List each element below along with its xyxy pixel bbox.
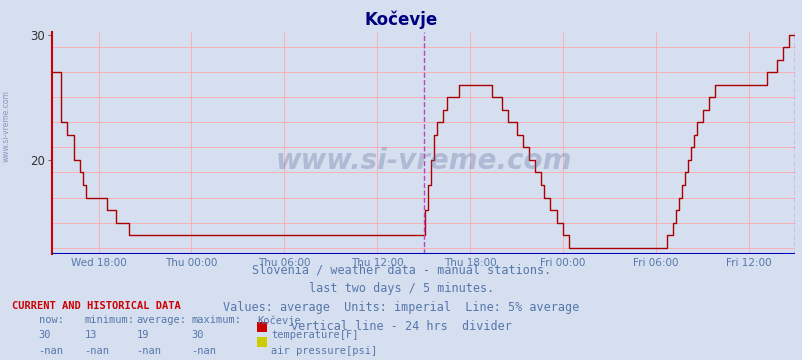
Text: -nan: -nan	[84, 346, 109, 356]
Text: -nan: -nan	[38, 346, 63, 356]
Text: Kočevje: Kočevje	[257, 315, 300, 325]
Text: www.si-vreme.com: www.si-vreme.com	[275, 147, 571, 175]
Text: last two days / 5 minutes.: last two days / 5 minutes.	[309, 282, 493, 295]
Text: minimum:: minimum:	[84, 315, 134, 325]
Text: CURRENT AND HISTORICAL DATA: CURRENT AND HISTORICAL DATA	[12, 301, 180, 311]
Text: now:: now:	[38, 315, 63, 325]
Text: www.si-vreme.com: www.si-vreme.com	[2, 90, 11, 162]
Text: Values: average  Units: imperial  Line: 5% average: Values: average Units: imperial Line: 5%…	[223, 301, 579, 314]
Text: average:: average:	[136, 315, 186, 325]
Text: -nan: -nan	[191, 346, 216, 356]
Text: 30: 30	[38, 330, 51, 340]
Text: Kočevje: Kočevje	[364, 10, 438, 28]
Text: temperature[F]: temperature[F]	[271, 330, 358, 340]
Text: vertical line - 24 hrs  divider: vertical line - 24 hrs divider	[290, 320, 512, 333]
Text: 30: 30	[191, 330, 204, 340]
Text: Slovenia / weather data - manual stations.: Slovenia / weather data - manual station…	[252, 264, 550, 276]
Text: 19: 19	[136, 330, 149, 340]
Text: maximum:: maximum:	[191, 315, 241, 325]
Text: -nan: -nan	[136, 346, 161, 356]
Text: air pressure[psi]: air pressure[psi]	[271, 346, 377, 356]
Text: 13: 13	[84, 330, 97, 340]
